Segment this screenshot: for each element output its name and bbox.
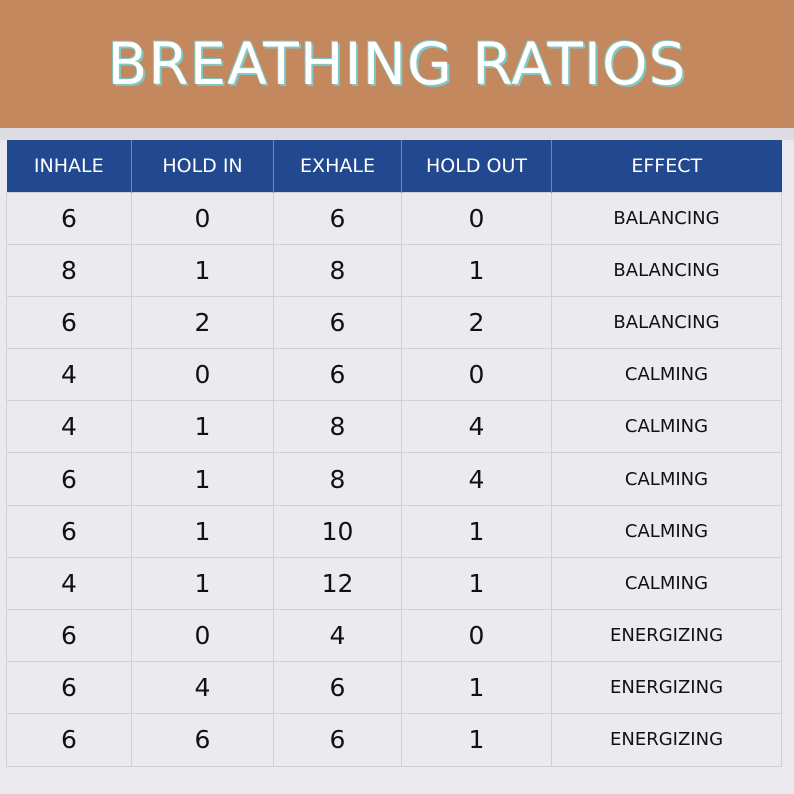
column-header-hold-in: HOLD IN (131, 140, 274, 192)
cell-exhale: 8 (273, 452, 402, 506)
cell-hold-in: 6 (131, 713, 274, 767)
cell-hold-in: 0 (131, 348, 274, 402)
cell-hold-in: 1 (131, 504, 274, 558)
cell-inhale: 6 (6, 608, 132, 663)
column-header-hold-out: HOLD OUT (401, 140, 552, 192)
header-row: INHALE HOLD IN EXHALE HOLD OUT EFFECT (6, 140, 782, 192)
cell-effect: CALMING (551, 348, 782, 402)
cell-exhale: 8 (273, 400, 402, 454)
cell-hold-out: 2 (401, 295, 552, 350)
cell-hold-in: 1 (131, 556, 274, 611)
cell-effect: CALMING (551, 556, 782, 611)
cell-exhale: 4 (273, 608, 402, 663)
cell-effect: ENERGIZING (551, 608, 782, 663)
cell-exhale: 12 (273, 556, 402, 611)
cell-hold-in: 1 (131, 400, 274, 454)
table-row: 4 1 12 1 CALMING (6, 556, 782, 611)
cell-effect: BALANCING (551, 243, 782, 297)
table-row: 6 6 6 1 ENERGIZING (6, 713, 782, 767)
column-header-inhale: INHALE (6, 140, 132, 192)
table-row: 6 4 6 1 ENERGIZING (6, 661, 782, 715)
cell-hold-in: 4 (131, 661, 274, 715)
cell-hold-out: 1 (401, 504, 552, 558)
cell-exhale: 6 (273, 661, 402, 715)
cell-hold-in: 1 (131, 243, 274, 297)
table-row: 8 1 8 1 BALANCING (6, 243, 782, 297)
cell-inhale: 6 (6, 504, 132, 558)
cell-effect: ENERGIZING (551, 713, 782, 767)
table-row: 6 0 4 0 ENERGIZING (6, 608, 782, 663)
column-header-effect: EFFECT (551, 140, 782, 192)
cell-hold-in: 0 (131, 608, 274, 663)
cell-inhale: 4 (6, 556, 132, 611)
cell-hold-out: 0 (401, 191, 552, 245)
cell-effect: BALANCING (551, 295, 782, 350)
divider-strip (0, 128, 794, 140)
cell-inhale: 4 (6, 400, 132, 454)
page-title: BREATHING RATIOS (107, 30, 687, 98)
cell-inhale: 6 (6, 452, 132, 506)
cell-exhale: 6 (273, 295, 402, 350)
table-row: 6 0 6 0 BALANCING (6, 191, 782, 245)
cell-hold-out: 1 (401, 243, 552, 297)
table-row: 6 2 6 2 BALANCING (6, 295, 782, 350)
cell-exhale: 6 (273, 191, 402, 245)
cell-hold-out: 1 (401, 713, 552, 767)
cell-hold-in: 1 (131, 452, 274, 506)
cell-inhale: 6 (6, 295, 132, 350)
cell-inhale: 6 (6, 191, 132, 245)
cell-hold-out: 0 (401, 348, 552, 402)
table-row: 6 1 8 4 CALMING (6, 452, 782, 506)
cell-effect: ENERGIZING (551, 661, 782, 715)
title-banner: BREATHING RATIOS (0, 0, 794, 128)
cell-exhale: 8 (273, 243, 402, 297)
table-row: 4 0 6 0 CALMING (6, 348, 782, 402)
cell-exhale: 6 (273, 713, 402, 767)
column-header-exhale: EXHALE (273, 140, 402, 192)
cell-effect: CALMING (551, 400, 782, 454)
table-body: 6 0 6 0 BALANCING 8 1 8 1 BALANCING 6 2 6 2 BALANCING 4… (6, 191, 782, 767)
cell-hold-out: 4 (401, 452, 552, 506)
cell-inhale: 6 (6, 713, 132, 767)
cell-inhale: 4 (6, 348, 132, 402)
cell-exhale: 10 (273, 504, 402, 558)
cell-hold-out: 4 (401, 400, 552, 454)
cell-hold-in: 2 (131, 295, 274, 350)
cell-effect: CALMING (551, 452, 782, 506)
cell-effect: BALANCING (551, 191, 782, 245)
cell-inhale: 6 (6, 661, 132, 715)
cell-hold-in: 0 (131, 191, 274, 245)
cell-exhale: 6 (273, 348, 402, 402)
cell-effect: CALMING (551, 504, 782, 558)
table-row: 4 1 8 4 CALMING (6, 400, 782, 454)
cell-hold-out: 1 (401, 556, 552, 611)
cell-hold-out: 0 (401, 608, 552, 663)
cell-inhale: 8 (6, 243, 132, 297)
table-row: 6 1 10 1 CALMING (6, 504, 782, 558)
table-header: INHALE HOLD IN EXHALE HOLD OUT EFFECT (6, 140, 782, 192)
cell-hold-out: 1 (401, 661, 552, 715)
